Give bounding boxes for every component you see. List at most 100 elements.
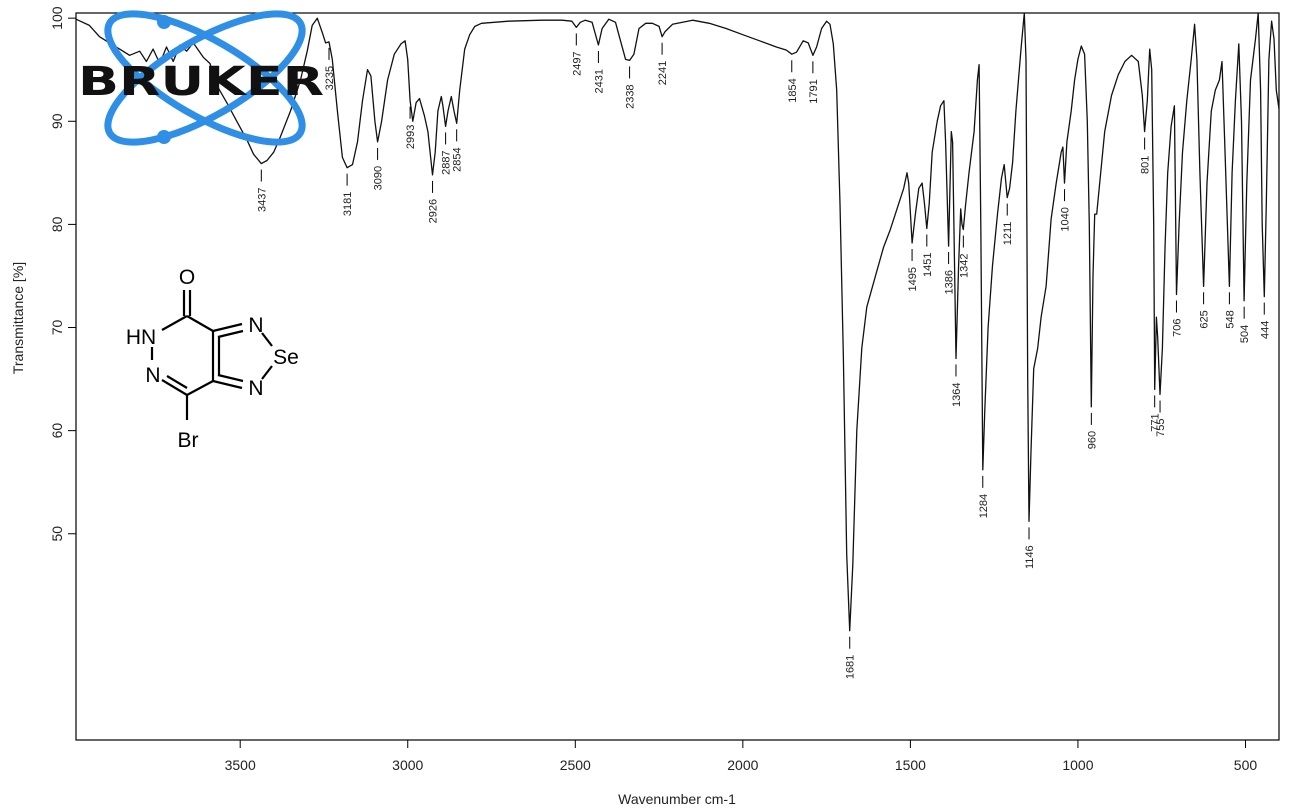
atom-hn: HN	[126, 326, 156, 349]
peak-label: 3181	[342, 192, 354, 216]
peak-label: 1495	[907, 267, 919, 291]
spectrum-line	[75, 12, 1280, 632]
x-tick-label: 1500	[895, 757, 926, 773]
peak-annotation: 2887	[441, 132, 453, 175]
logo-rings-icon	[104, 10, 306, 146]
peak-annotations: 3437 3235 3181 3090 2993 2926 2887 2854 2497 2431…	[256, 33, 1271, 679]
peak-label: 1211	[1002, 222, 1014, 246]
y-tick-label: 50	[49, 526, 65, 542]
peak-label: 2854	[452, 147, 464, 171]
logo-dot-icon	[157, 15, 171, 29]
peak-annotation: 2854	[452, 129, 464, 172]
peak-label: 960	[1086, 431, 1098, 449]
peak-label: 1386	[944, 270, 956, 294]
x-tick-label: 2500	[560, 757, 591, 773]
peak-annotation: 625	[1199, 292, 1211, 329]
peak-label: 3235	[324, 66, 336, 90]
peak-annotation: 1040	[1060, 189, 1072, 232]
peak-label: 1681	[845, 655, 857, 679]
peak-label: 706	[1171, 319, 1183, 337]
peak-annotation: 771	[1150, 395, 1162, 432]
peak-label: 1364	[951, 382, 963, 406]
peak-label: 1854	[787, 78, 799, 102]
peak-label: 2497	[571, 51, 583, 75]
peak-annotation: 3181	[342, 173, 354, 216]
x-tick-label: 2000	[727, 757, 758, 773]
atom-n-bottom: N	[248, 377, 263, 400]
peak-label: 801	[1140, 156, 1152, 174]
peak-label: 1451	[922, 253, 934, 277]
x-tick-label: 3500	[225, 757, 256, 773]
molecule-structure	[150, 290, 273, 420]
y-tick-label: 100	[49, 6, 65, 30]
peak-label: 1342	[958, 254, 970, 278]
peak-annotation: 1284	[978, 475, 990, 518]
peak-annotation: 3235	[324, 47, 336, 90]
peak-annotation: 2993	[405, 106, 417, 149]
peak-label: 2993	[405, 125, 417, 149]
peak-label: 1284	[978, 494, 990, 518]
peak-annotation: 1211	[1002, 203, 1014, 246]
peak-label: 755	[1155, 419, 1167, 437]
logo-text: BRUKER	[78, 59, 324, 105]
peak-annotation: 2497	[571, 33, 583, 76]
peak-annotation: 1146	[1024, 527, 1036, 569]
atom-se: Se	[273, 346, 299, 369]
atom-oxygen: O	[179, 266, 195, 289]
peak-label: 1040	[1060, 207, 1072, 231]
peak-label: 2241	[657, 61, 669, 85]
peak-annotation: 3090	[373, 147, 385, 190]
peak-label: 2338	[625, 84, 637, 108]
x-tick-label: 3000	[392, 757, 423, 773]
x-axis-title: Wavenumber cm-1	[618, 791, 736, 807]
peak-annotation: 1854	[787, 60, 799, 103]
peak-annotation: 960	[1086, 412, 1098, 449]
bruker-logo: BRUKER	[78, 10, 324, 146]
peak-annotation: 2926	[428, 180, 440, 223]
peak-label: 625	[1199, 310, 1211, 328]
x-tick-label: 1000	[1062, 757, 1093, 773]
peak-label: 1791	[808, 79, 820, 103]
molecule-labels: O HN N N Se N Br	[126, 266, 299, 452]
y-tick-label: 70	[49, 320, 65, 336]
peak-annotation: 504	[1239, 306, 1251, 343]
x-tick-label: 500	[1234, 757, 1258, 773]
peak-label: 504	[1239, 325, 1251, 343]
peak-label: 1146	[1024, 545, 1036, 569]
atom-n-top: N	[248, 314, 263, 337]
y-tick-label: 60	[49, 423, 65, 439]
y-axis-title: Transmittance [%]	[10, 262, 26, 374]
peak-label: 2431	[593, 69, 605, 93]
peak-annotation: 801	[1140, 137, 1152, 174]
peak-annotation: 1451	[922, 234, 934, 277]
peak-label: 3090	[373, 166, 385, 190]
peak-annotation: 1791	[808, 61, 820, 104]
atom-br: Br	[178, 429, 199, 452]
peak-annotation: 1364	[951, 364, 963, 407]
peak-label: 2887	[441, 150, 453, 174]
peak-annotation: 548	[1224, 292, 1236, 329]
peak-annotation: 3437	[256, 169, 268, 212]
peak-annotation: 706	[1171, 300, 1183, 337]
y-tick-label: 90	[49, 113, 65, 129]
peak-annotation: 1342	[958, 235, 970, 278]
peak-annotation: 2431	[593, 50, 605, 93]
peak-annotation: 2338	[625, 66, 637, 109]
peak-annotation: 1495	[907, 248, 919, 291]
peak-annotation: 1681	[845, 636, 857, 679]
peak-label: 771	[1150, 413, 1162, 431]
peak-label: 3437	[256, 188, 268, 212]
y-axis-ticks: 50 60 70 80 90 100	[49, 6, 76, 542]
logo-dot-icon	[157, 130, 171, 144]
peak-label: 548	[1224, 310, 1236, 328]
atom-n-left: N	[145, 364, 160, 387]
plot-frame	[75, 12, 1280, 741]
peak-label: 2926	[428, 199, 440, 223]
x-axis-ticks: 3500 3000 2500 2000 1500 1000 500	[225, 740, 1258, 773]
peak-annotation: 755	[1155, 400, 1167, 437]
peak-annotation: 1386	[944, 252, 956, 295]
peak-annotation: 2241	[657, 42, 669, 85]
peak-annotation: 444	[1259, 302, 1271, 339]
y-tick-label: 80	[49, 216, 65, 232]
